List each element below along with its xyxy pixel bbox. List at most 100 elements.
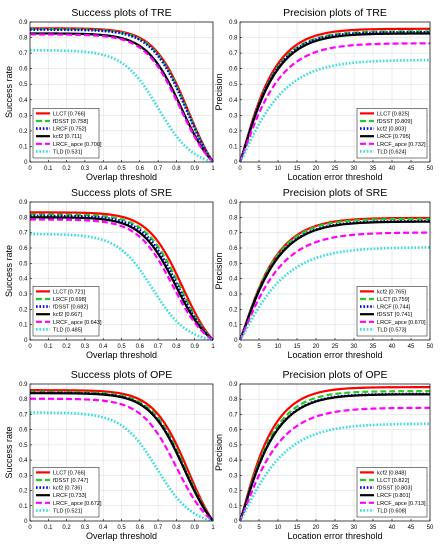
x-axis-label: Overlap threshold — [86, 350, 157, 360]
y-tick-label: 0.1 — [19, 144, 28, 150]
legend-entry: LLCT [0.766] — [53, 111, 86, 117]
x-tick-label: 45 — [408, 166, 415, 172]
series-line-fdsst — [238, 30, 431, 163]
y-tick-label: 0.3 — [229, 473, 238, 479]
x-tick-label: 10 — [275, 525, 282, 531]
legend-entry: TLD [0.624] — [377, 149, 407, 155]
y-tick-label: 0.3 — [229, 113, 238, 119]
legend-entry: LRCF [0.752] — [53, 127, 87, 133]
y-tick-label: 0.2 — [19, 129, 28, 135]
legend-box — [32, 467, 100, 518]
x-tick-label: 0.7 — [154, 344, 163, 350]
y-tick-label: 0.3 — [19, 113, 28, 119]
legend: LLCT [0.766]fDSST [0.747]kcf2 [0.736]LRC… — [32, 467, 102, 518]
y-tick-label: 0.9 — [19, 20, 28, 26]
x-tick-label: 50 — [427, 166, 434, 172]
chart-panel-3: 0 0.1 0.2 0.3 0.4 0.5 0.6 0.7 0.8 0.9 1 0 0.1 0.2 0.3 0… — [4, 187, 215, 360]
chart-title: Precision plots of TRE — [283, 7, 387, 19]
y-tick-label: 0.7 — [19, 231, 28, 237]
legend-box — [356, 467, 428, 518]
chart-panel-5: 0 0.1 0.2 0.3 0.4 0.5 0.6 0.7 0.8 0.9 1 0 0.1 0.2 0.3 0… — [4, 369, 215, 541]
x-tick-label: 15 — [294, 344, 301, 350]
y-tick-label: 0.3 — [229, 292, 238, 298]
chart-title: Success plots of SRE — [71, 187, 172, 199]
legend-entry: LLCT [0.766] — [53, 470, 86, 476]
y-tick-label: 0.4 — [229, 277, 238, 283]
y-tick-label: 0.9 — [229, 20, 238, 26]
series-line-tld — [29, 48, 214, 164]
legend-entry: LRCF [0.698] — [53, 297, 87, 303]
y-tick-label: 0.2 — [19, 489, 28, 495]
series-line-tld — [238, 58, 431, 163]
legend-entry: LLCT [0.825] — [377, 111, 410, 117]
y-tick-label: 0.5 — [229, 443, 238, 449]
legend: LLCT [0.721] LRCF [0.698] fDSST [0.682]kcf… — [32, 286, 102, 337]
x-axis-label: Location error threshold — [287, 531, 382, 541]
x-tick-label: 0.8 — [172, 344, 181, 350]
x-tick-label: 1 — [211, 525, 215, 531]
x-tick-label: 0.2 — [62, 525, 71, 531]
x-tick-label: 0 — [28, 525, 32, 531]
legend-entry: LLCT [0.759] — [377, 297, 410, 303]
x-tick-label: 0 — [238, 344, 242, 350]
chart-title: Success plots of TRE — [71, 7, 171, 19]
x-tick-label: 0.8 — [172, 525, 181, 531]
x-axis-label: Overlap threshold — [86, 531, 157, 541]
series-line-lrcf-apce — [238, 406, 431, 522]
legend-entry: fDSST [0.758] — [53, 119, 88, 125]
x-tick-label: 1 — [211, 166, 215, 172]
series-line-kcf2 — [29, 216, 214, 341]
x-tick-label: 0.9 — [191, 525, 200, 531]
legend-box — [32, 286, 100, 337]
y-tick-label: 0 — [24, 338, 28, 344]
legend-entry: LRCF_apce [0.732] — [377, 142, 426, 148]
x-tick-label: 40 — [389, 344, 396, 350]
legend-entry: kcf2 [0.667] — [53, 312, 82, 318]
y-tick-label: 0.1 — [229, 504, 238, 510]
x-tick-label: 0.4 — [99, 344, 108, 350]
legend-entry: kcf2 [0.803] — [377, 127, 406, 133]
x-axis-label: Overlap threshold — [86, 172, 157, 182]
chart-panel-1: 0 0.1 0.2 0.3 0.4 0.5 0.6 0.7 0.8 0.9 1 0 0.1 0.2 0.3 0… — [4, 7, 215, 182]
x-tick-label: 0.1 — [44, 166, 53, 172]
legend-box — [356, 286, 428, 337]
x-tick-label: 0.3 — [81, 166, 90, 172]
legend-entry: kcf2 [0.765] — [377, 289, 406, 295]
x-tick-label: 25 — [332, 166, 339, 172]
legend-entry: kcf2 [0.711] — [53, 134, 82, 140]
y-tick-label: 0.1 — [229, 144, 238, 150]
legend-entry: fDSST [0.809] — [377, 119, 412, 125]
x-axis-label: Location error threshold — [287, 350, 382, 360]
x-tick-label: 0.5 — [117, 525, 126, 531]
y-tick-label: 0.7 — [229, 51, 238, 57]
legend-entry: TLD [0.608] — [377, 508, 407, 514]
legend-entry: LRCF [0.801] — [377, 493, 411, 499]
y-tick-label: 0.3 — [19, 473, 28, 479]
y-tick-label: 0 — [234, 338, 238, 344]
x-tick-label: 0.1 — [44, 525, 53, 531]
y-tick-label: 0.8 — [19, 215, 28, 221]
legend-entry: LRCF [0.744] — [377, 305, 411, 311]
y-tick-label: 0.3 — [19, 292, 28, 298]
plot-frame — [29, 201, 214, 341]
x-tick-label: 0.9 — [191, 166, 200, 172]
y-tick-label: 0.6 — [19, 67, 28, 73]
x-tick-label: 50 — [427, 525, 434, 531]
x-tick-label: 45 — [408, 525, 415, 531]
plot-frame — [239, 201, 431, 341]
legend-box — [356, 108, 428, 159]
legend-entry: TLD [0.521] — [53, 508, 83, 514]
x-tick-label: 0.5 — [117, 166, 126, 172]
x-tick-label: 35 — [370, 344, 377, 350]
series-line-llct — [238, 27, 430, 163]
plot-frame — [239, 21, 431, 163]
y-tick-label: 0.4 — [229, 98, 238, 104]
x-tick-label: 0.9 — [191, 344, 200, 350]
y-tick-label: 0 — [24, 519, 28, 525]
chart-title: Precision plots of OPE — [282, 369, 387, 381]
chart-title: Success plots of OPE — [71, 369, 173, 381]
x-tick-label: 0.6 — [136, 344, 145, 350]
y-tick-label: 0.1 — [19, 323, 28, 329]
y-tick-label: 0.8 — [229, 36, 238, 42]
